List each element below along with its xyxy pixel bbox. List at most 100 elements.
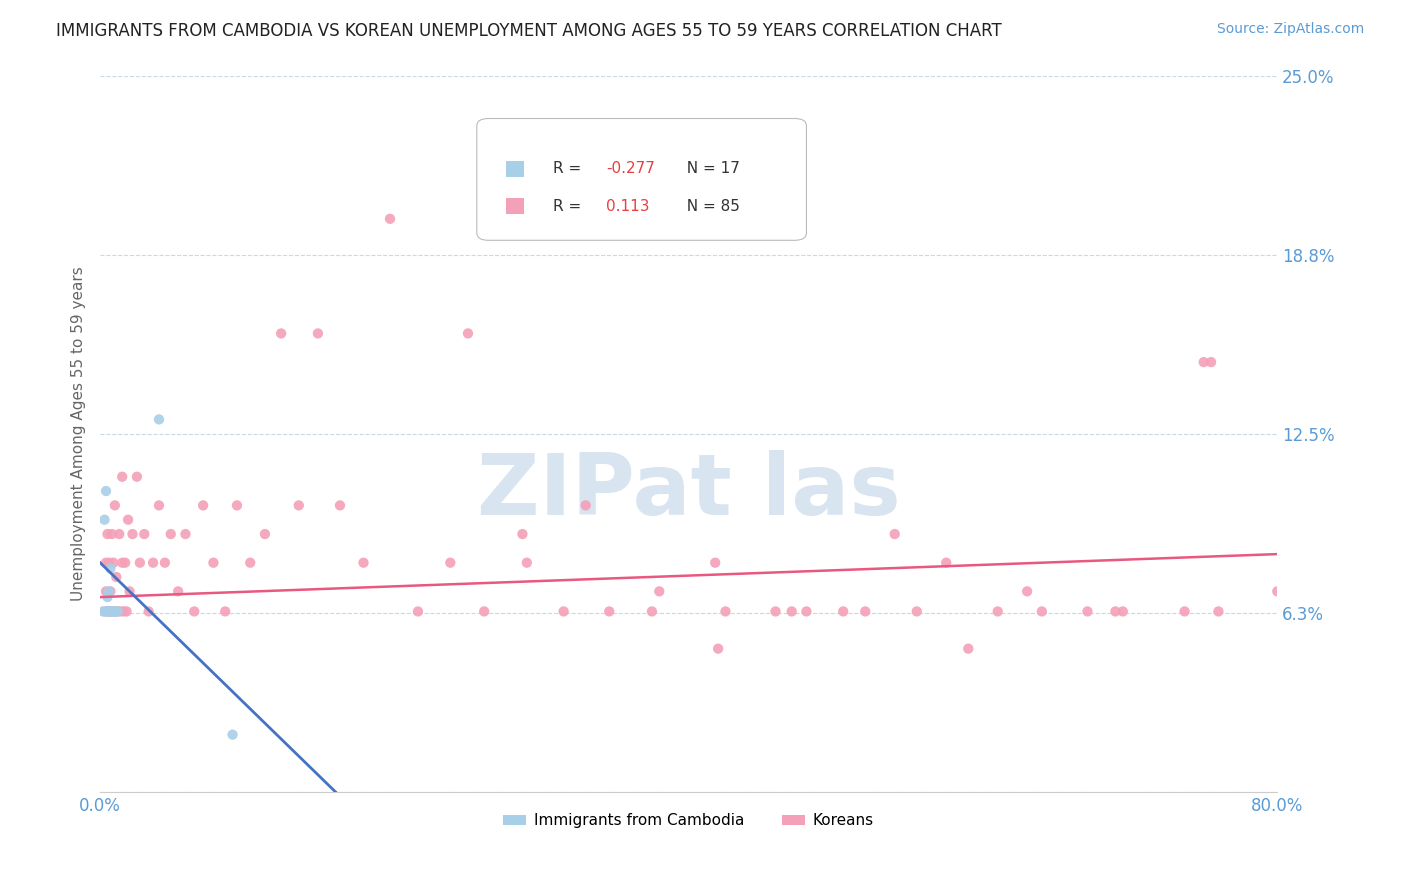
Point bbox=[101, 604, 124, 618]
Point bbox=[118, 584, 141, 599]
Point bbox=[1076, 604, 1098, 618]
Point bbox=[93, 513, 115, 527]
Point bbox=[1112, 604, 1135, 618]
Point bbox=[987, 604, 1010, 618]
Point bbox=[96, 590, 118, 604]
Point bbox=[103, 604, 125, 618]
Point bbox=[101, 527, 124, 541]
Point bbox=[100, 561, 122, 575]
Point bbox=[253, 527, 276, 541]
Point bbox=[159, 527, 181, 541]
Point bbox=[796, 604, 818, 618]
Point bbox=[1104, 604, 1126, 618]
FancyBboxPatch shape bbox=[477, 119, 807, 240]
Point bbox=[457, 326, 479, 341]
Point bbox=[104, 499, 127, 513]
Point bbox=[100, 604, 122, 618]
Point bbox=[121, 527, 143, 541]
Point bbox=[104, 604, 127, 618]
Point bbox=[134, 527, 156, 541]
Point bbox=[714, 604, 737, 618]
Point bbox=[765, 604, 787, 618]
Point bbox=[1208, 604, 1230, 618]
Point bbox=[1031, 604, 1053, 618]
Point bbox=[94, 584, 117, 599]
Point bbox=[97, 604, 120, 618]
Point bbox=[96, 527, 118, 541]
Point bbox=[94, 604, 117, 618]
Point bbox=[378, 211, 401, 226]
Point bbox=[641, 604, 664, 618]
Text: ZIPat las: ZIPat las bbox=[477, 450, 901, 533]
Point bbox=[112, 604, 135, 618]
Point bbox=[105, 570, 128, 584]
Point bbox=[191, 499, 214, 513]
Text: R =: R = bbox=[554, 161, 586, 176]
Point bbox=[117, 513, 139, 527]
Point bbox=[1192, 355, 1215, 369]
Text: IMMIGRANTS FROM CAMBODIA VS KOREAN UNEMPLOYMENT AMONG AGES 55 TO 59 YEARS CORREL: IMMIGRANTS FROM CAMBODIA VS KOREAN UNEMP… bbox=[56, 22, 1002, 40]
Point bbox=[353, 556, 375, 570]
Point bbox=[167, 584, 190, 599]
Y-axis label: Unemployment Among Ages 55 to 59 years: Unemployment Among Ages 55 to 59 years bbox=[72, 267, 86, 601]
Point bbox=[148, 499, 170, 513]
Point bbox=[96, 604, 118, 618]
Point bbox=[202, 556, 225, 570]
Point bbox=[111, 469, 134, 483]
Point bbox=[142, 556, 165, 570]
Point bbox=[853, 604, 876, 618]
Point bbox=[905, 604, 928, 618]
Point bbox=[1199, 355, 1222, 369]
Point bbox=[1265, 584, 1288, 599]
Point bbox=[329, 499, 352, 513]
Point bbox=[832, 604, 855, 618]
Point bbox=[97, 556, 120, 570]
Point bbox=[472, 604, 495, 618]
Point bbox=[553, 604, 575, 618]
Point bbox=[107, 604, 129, 618]
Point bbox=[270, 326, 292, 341]
Point bbox=[174, 527, 197, 541]
Text: 0.113: 0.113 bbox=[606, 199, 650, 214]
Point bbox=[183, 604, 205, 618]
Point bbox=[226, 499, 249, 513]
Point bbox=[97, 584, 120, 599]
Point bbox=[107, 604, 129, 618]
Point bbox=[103, 556, 125, 570]
Point bbox=[148, 412, 170, 426]
Point bbox=[575, 499, 598, 513]
Point bbox=[105, 604, 128, 618]
Bar bbox=[506, 161, 524, 177]
Point bbox=[101, 604, 124, 618]
Text: N = 85: N = 85 bbox=[676, 199, 740, 214]
Point bbox=[883, 527, 905, 541]
Text: -0.277: -0.277 bbox=[606, 161, 655, 176]
Point bbox=[94, 556, 117, 570]
Text: R =: R = bbox=[554, 199, 592, 214]
Point bbox=[1174, 604, 1197, 618]
Point bbox=[97, 604, 120, 618]
Bar bbox=[506, 198, 524, 214]
Point bbox=[221, 728, 243, 742]
Point bbox=[100, 584, 122, 599]
Point bbox=[111, 556, 134, 570]
Point bbox=[153, 556, 176, 570]
Text: Source: ZipAtlas.com: Source: ZipAtlas.com bbox=[1216, 22, 1364, 37]
Point bbox=[93, 604, 115, 618]
Point bbox=[128, 556, 150, 570]
Point bbox=[91, 604, 114, 618]
Point bbox=[96, 604, 118, 618]
Point bbox=[125, 469, 148, 483]
Point bbox=[935, 556, 957, 570]
Point bbox=[957, 641, 980, 656]
Point bbox=[512, 527, 534, 541]
Point bbox=[516, 556, 538, 570]
Point bbox=[110, 604, 132, 618]
Point bbox=[598, 604, 620, 618]
Point bbox=[239, 556, 262, 570]
Point bbox=[1017, 584, 1039, 599]
Point bbox=[439, 556, 461, 570]
Point bbox=[114, 556, 136, 570]
Point bbox=[648, 584, 671, 599]
Point bbox=[287, 499, 309, 513]
